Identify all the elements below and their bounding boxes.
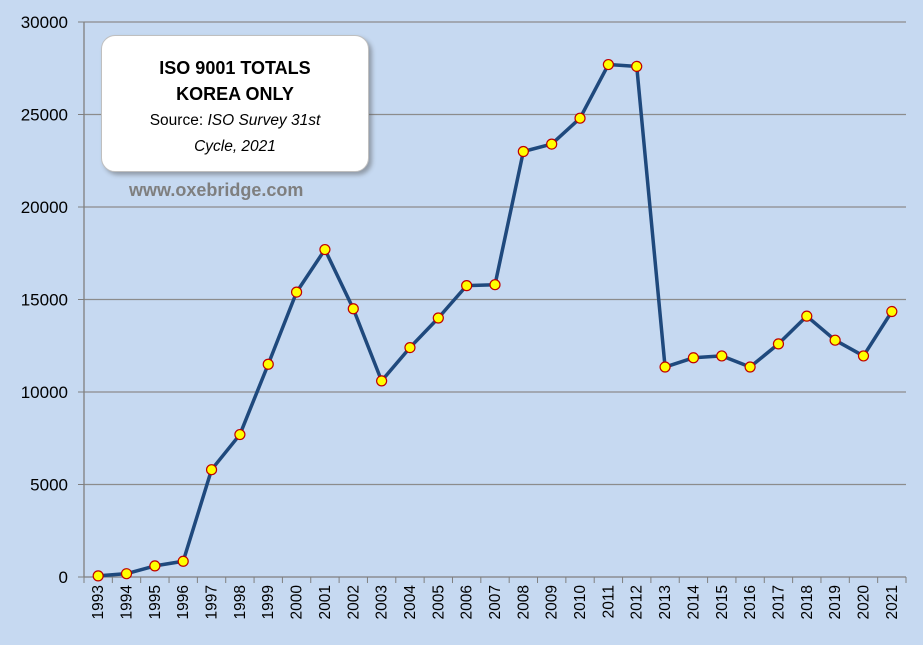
axes xyxy=(78,21,907,583)
data-point-1993 xyxy=(92,570,104,582)
y-tick-label: 30000 xyxy=(21,13,68,32)
x-tick-label: 2002 xyxy=(345,585,362,619)
data-point-1995 xyxy=(149,560,161,572)
data-point-2011 xyxy=(602,58,614,71)
data-point-2010 xyxy=(574,112,586,124)
data-point-2009 xyxy=(546,138,558,150)
y-tick-label: 10000 xyxy=(21,383,68,402)
data-point-2016 xyxy=(744,361,756,373)
chart-source-line-1: Source: ISO Survey 31st xyxy=(102,109,368,133)
y-tick-label: 15000 xyxy=(21,291,68,310)
y-tick-label: 0 xyxy=(59,568,68,587)
data-point-markers xyxy=(92,58,898,582)
x-tick-label: 2003 xyxy=(374,585,391,619)
x-axis-tick-labels: 1993 1994 1995 1996 1997 1998 1999 2000 2001 2002… xyxy=(90,585,901,620)
data-point-2008 xyxy=(517,145,529,158)
data-point-2005 xyxy=(432,312,444,324)
data-point-2019 xyxy=(829,334,841,346)
x-tick-label: 2010 xyxy=(572,585,589,620)
data-point-2006 xyxy=(461,280,473,292)
x-tick-label: 2006 xyxy=(459,585,476,619)
data-point-2001 xyxy=(319,243,331,256)
y-tick-label: 5000 xyxy=(30,476,68,495)
data-point-2014 xyxy=(687,352,700,364)
watermark-text: www.oxebridge.com xyxy=(129,180,304,200)
x-tick-label: 2021 xyxy=(884,585,901,619)
x-tick-label: 1998 xyxy=(232,585,249,619)
data-point-2013 xyxy=(659,361,671,373)
x-tick-label: 2016 xyxy=(742,585,759,619)
data-point-2020 xyxy=(857,350,870,362)
x-tick-label: 2004 xyxy=(402,585,419,620)
data-point-2003 xyxy=(376,375,388,387)
x-tick-label: 2008 xyxy=(515,585,532,619)
data-point-1999 xyxy=(262,358,274,370)
x-tick-label: 2018 xyxy=(799,585,816,619)
data-point-2000 xyxy=(290,286,303,298)
chart-source-line-2: Cycle, 2021 xyxy=(194,138,276,155)
x-tick-label: 2000 xyxy=(289,585,306,620)
data-point-1998 xyxy=(234,428,246,441)
x-tick-label: 1995 xyxy=(147,585,164,619)
x-tick-label: 1994 xyxy=(119,585,136,620)
x-tick-label: 2012 xyxy=(629,585,646,619)
x-tick-label: 2020 xyxy=(855,585,872,620)
data-point-2021 xyxy=(886,305,898,318)
chart-subtitle: KOREA ONLY xyxy=(176,84,294,104)
x-tick-label: 2017 xyxy=(770,585,787,619)
chart-title-box: ISO 9001 TOTALS KOREA ONLY Source: ISO S… xyxy=(101,35,369,172)
x-tick-label: 2013 xyxy=(657,585,674,619)
x-tick-label: 2007 xyxy=(487,585,504,619)
source-name: ISO Survey 31st xyxy=(207,112,321,129)
x-tick-label: 2011 xyxy=(600,585,617,618)
data-point-2012 xyxy=(631,60,643,73)
x-tick-label: 2009 xyxy=(544,585,561,619)
source-prefix: Source: xyxy=(149,112,208,129)
x-tick-label: 2015 xyxy=(714,585,731,619)
data-point-2017 xyxy=(772,338,785,350)
data-point-1994 xyxy=(120,568,133,580)
y-axis-tick-labels: 0 5000 10000 15000 20000 25000 30000 xyxy=(21,13,68,587)
data-point-2007 xyxy=(489,279,501,291)
data-point-1997 xyxy=(205,464,218,476)
x-tick-label: 1997 xyxy=(204,585,221,619)
data-point-2018 xyxy=(801,310,813,322)
chart-title: ISO 9001 TOTALS xyxy=(159,58,311,78)
x-tick-label: 2014 xyxy=(685,585,702,620)
data-point-1996 xyxy=(177,555,189,567)
x-tick-label: 1993 xyxy=(90,585,107,619)
y-tick-label: 20000 xyxy=(21,198,68,217)
data-point-2015 xyxy=(716,350,728,362)
x-tick-label: 1999 xyxy=(260,585,277,619)
x-tick-label: 2001 xyxy=(317,585,334,619)
data-point-2002 xyxy=(347,303,359,315)
x-tick-label: 1996 xyxy=(175,585,192,619)
data-point-2004 xyxy=(404,342,416,354)
x-tick-label: 2005 xyxy=(430,585,447,619)
x-tick-label: 2019 xyxy=(827,585,844,619)
y-tick-label: 25000 xyxy=(21,106,68,125)
